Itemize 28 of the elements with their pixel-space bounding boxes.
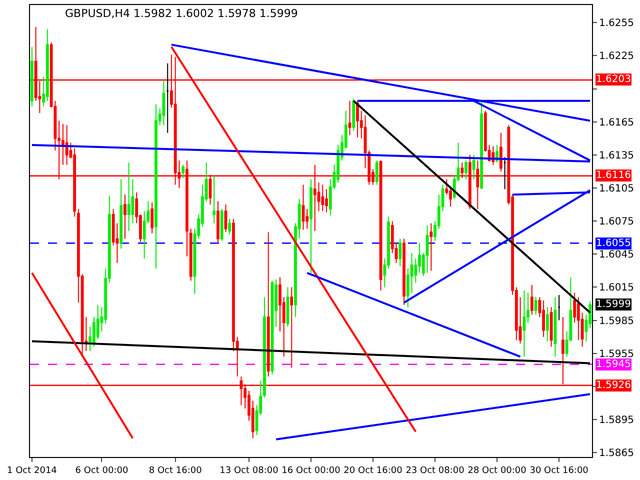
x-tick-label: 30 Oct 16:00 [530,466,589,476]
x-tick-label: 20 Oct 16:00 [344,466,403,476]
x-tick-label: 28 Oct 00:00 [468,466,527,476]
x-tick-label: 8 Oct 16:00 [148,466,202,476]
x-tick-label: 16 Oct 00:00 [282,466,341,476]
chart-title: GBPUSD,H4 1.5982 1.6002 1.5978 1.5999 [65,7,298,20]
y-tick-label: 1.6075 [599,216,634,228]
y-tick-label: 1.5865 [599,448,634,460]
y-tick-label: 1.6165 [599,117,634,128]
ref-line-label: 1.6055 [596,238,631,249]
y-tick-label: 1.5895 [599,415,634,426]
x-tick-label: 1 Oct 2014 [6,466,58,476]
x-tick-label: 23 Oct 08:00 [406,466,465,476]
y-tick-label: 1.6045 [599,250,634,261]
y-tick-label: 1.6015 [599,282,634,294]
y-tick-label: 1.6225 [599,51,634,62]
ref-line-label: 1.5926 [596,380,631,391]
ref-line-label: 1.6203 [596,74,631,85]
ref-line-label: 1.5945 [596,359,631,370]
text: 1.5999 [596,299,631,310]
y-tick-label: 1.5955 [599,348,634,360]
y-tick-label: 1.5985 [599,316,634,327]
y-tick-label: 1.6135 [599,150,634,162]
y-tick-label: 1.6255 [599,18,634,30]
x-tick-label: 6 Oct 00:00 [75,466,128,476]
y-tick-label: 1.6105 [599,184,634,194]
ref-line-label: 1.6116 [596,170,631,181]
x-tick-label: 13 Oct 08:00 [220,466,279,476]
